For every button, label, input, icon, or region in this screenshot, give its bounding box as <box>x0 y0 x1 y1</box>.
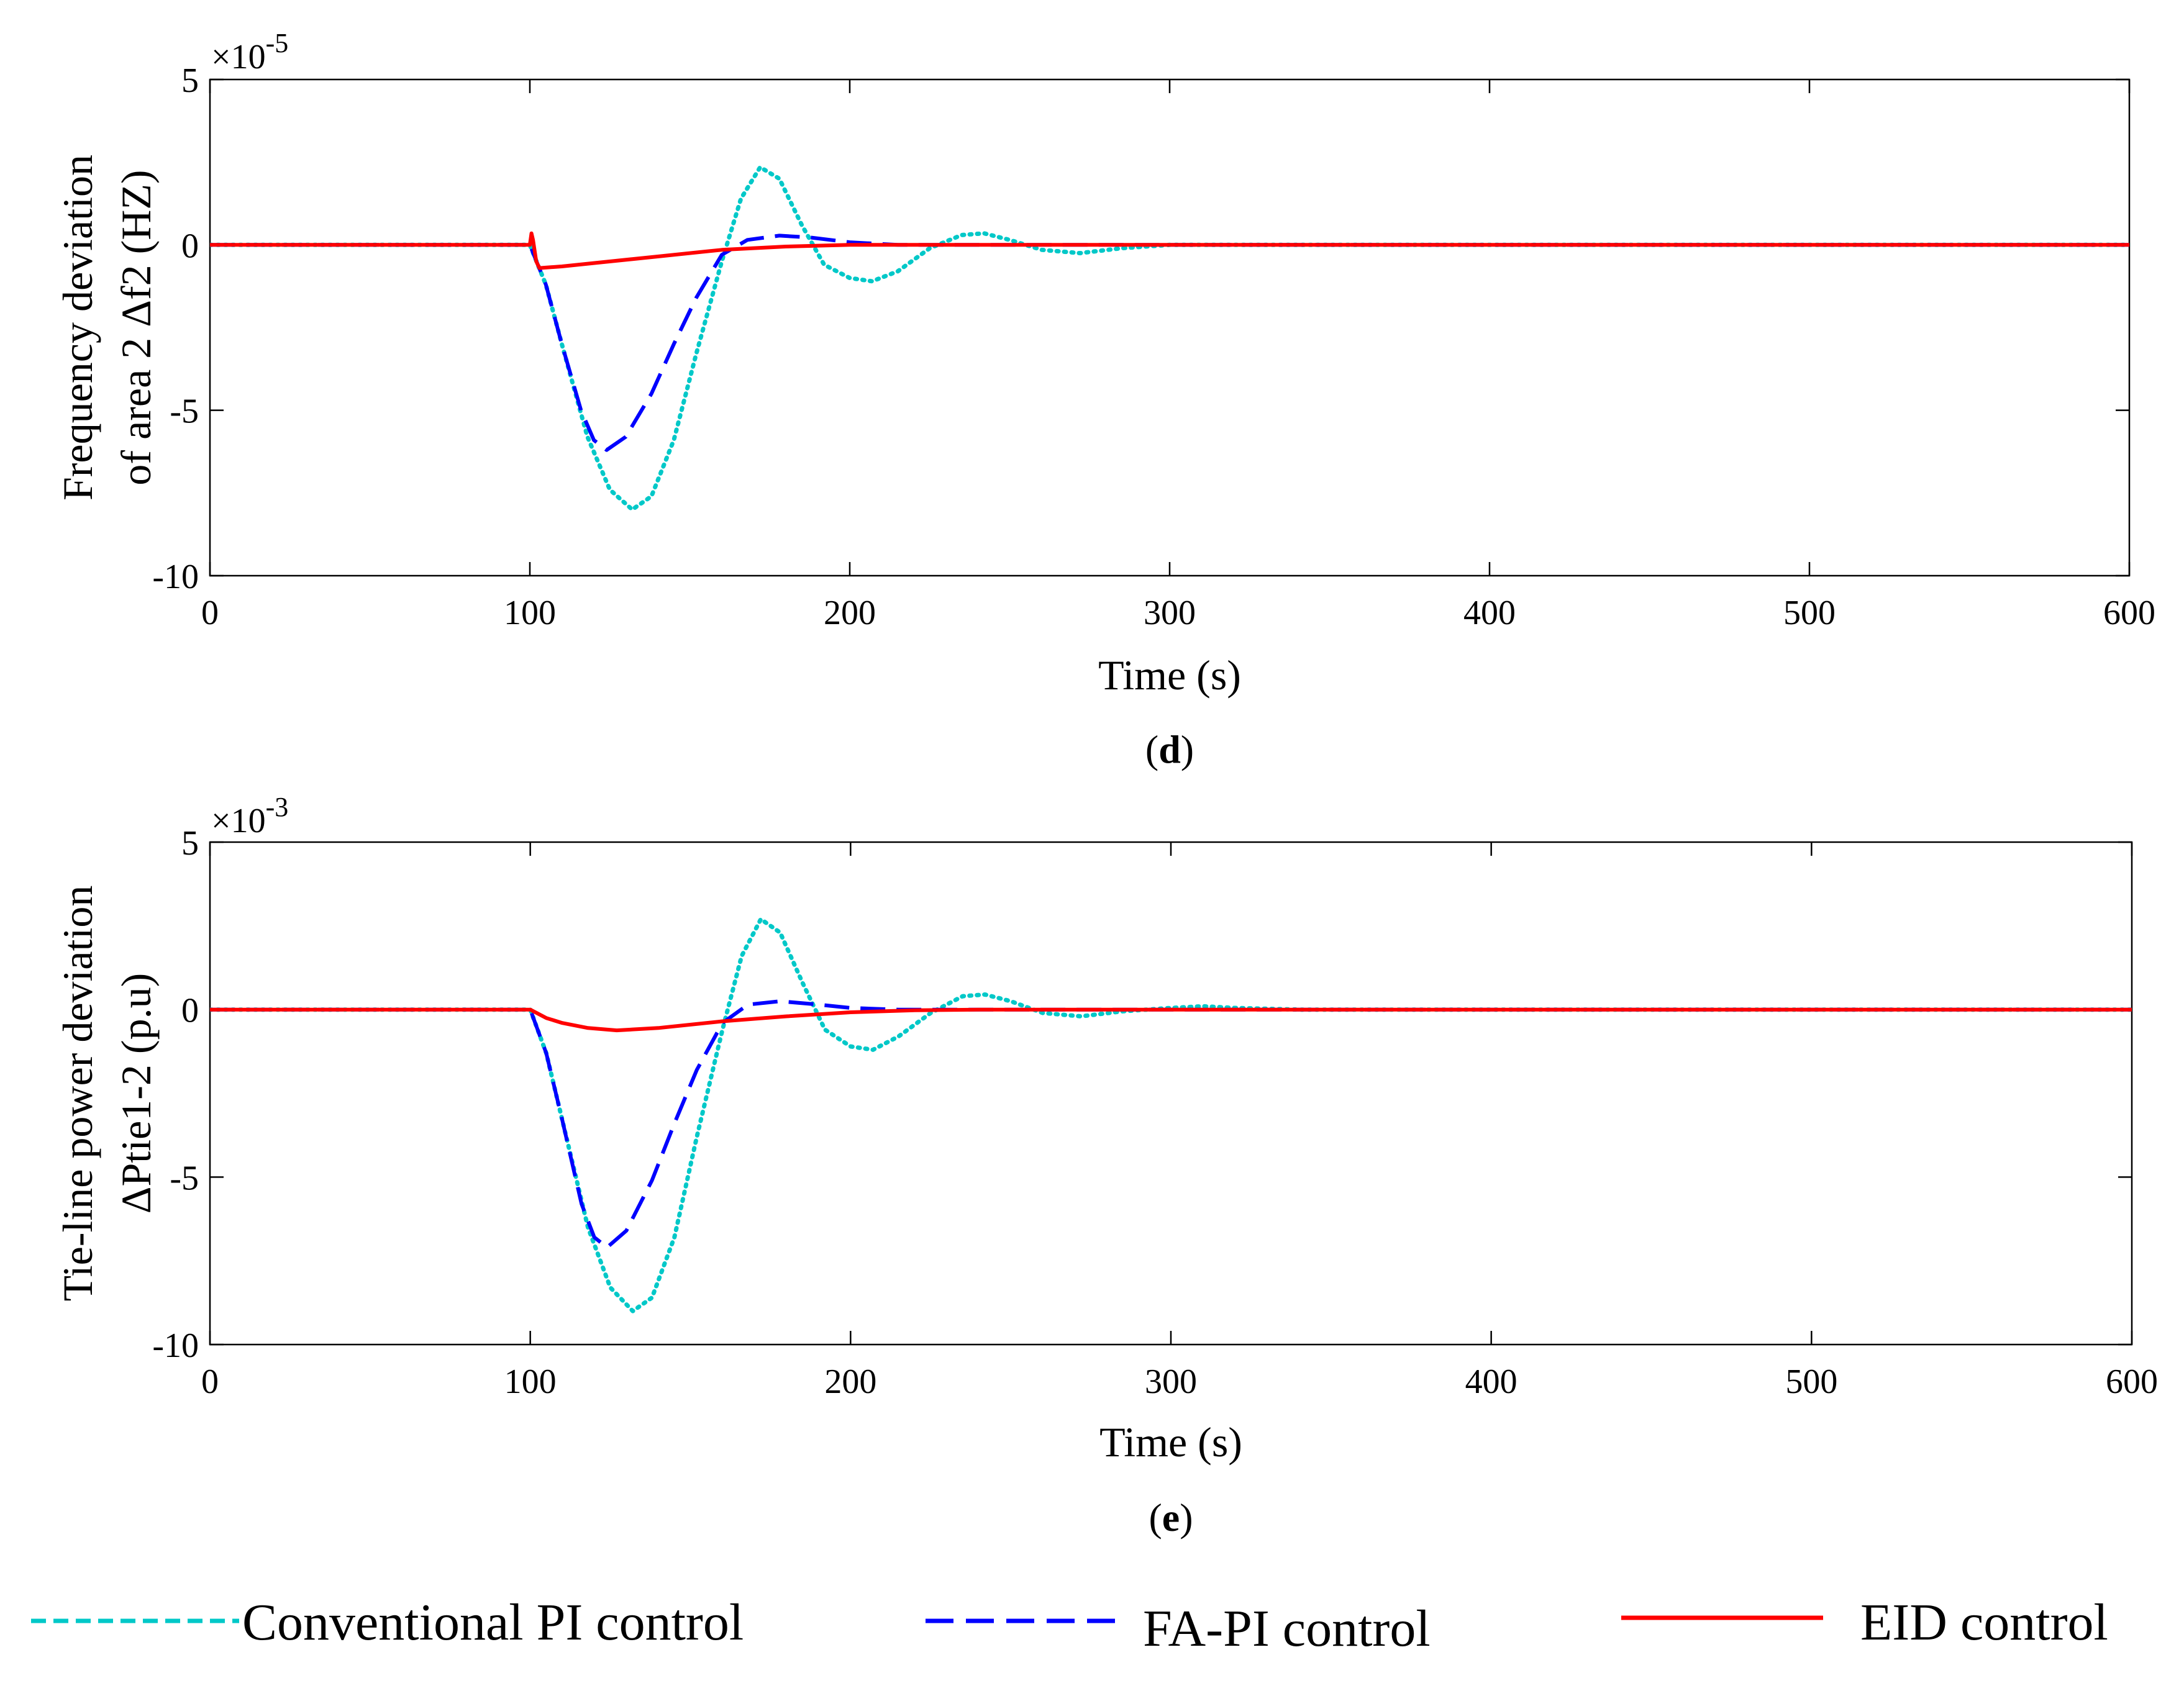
caption-letter: e <box>1162 1495 1180 1540</box>
x-tick-label: 100 <box>504 1363 557 1401</box>
chart-panel-e: 0 100 200 300 400 500 600 5 0 -5 -10 ×10-3 Time (s) T… <box>54 792 2158 1540</box>
y-axis-label-line1: Tie-line power deviation <box>54 886 101 1302</box>
x-tick-label: 500 <box>1785 1363 1837 1401</box>
legend-label-fa-pi: FA-PI control <box>1143 1600 1431 1658</box>
series-line-conventional-pi <box>210 165 2129 512</box>
y-scale-base: ×10 <box>211 38 266 76</box>
x-tick-label: 300 <box>1145 1363 1197 1401</box>
caption-close: ) <box>1180 1495 1193 1540</box>
y-tick-label: 0 <box>181 992 199 1030</box>
y-tick-label: -5 <box>170 1159 199 1197</box>
series-line-conventional-pi <box>210 917 2132 1313</box>
y-scale-exponent: -5 <box>266 28 289 58</box>
x-axis-label: Time (s) <box>1099 1418 1242 1466</box>
caption-open: ( <box>1145 727 1158 771</box>
y-scale-factor: ×10-3 <box>211 792 288 840</box>
x-tick-label: 200 <box>824 1363 876 1401</box>
y-scale-base: ×10 <box>211 802 266 840</box>
series-line-eid <box>210 231 2129 270</box>
x-tick-label: 600 <box>2106 1363 2158 1401</box>
y-axis-label-line2: ΔPtie1-2 (p.u) <box>112 973 160 1213</box>
panel-caption: (d) <box>1145 727 1194 771</box>
y-tick-label: -10 <box>152 1327 199 1365</box>
caption-letter: d <box>1158 727 1181 771</box>
y-tick-label: 0 <box>181 227 199 265</box>
series-line-eid <box>210 1007 2132 1033</box>
y-axis-label-line2: of area 2 Δf2 (HZ) <box>112 170 160 485</box>
y-tick-label: -5 <box>170 392 199 431</box>
y-scale-exponent: -3 <box>266 792 289 822</box>
x-tick-label: 0 <box>201 594 219 632</box>
plot-frame <box>209 841 2133 1346</box>
series-line-fa-pi <box>210 234 2129 452</box>
x-tick-label: 400 <box>1463 594 1516 632</box>
legend: Conventional PI control FA-PI control EI… <box>31 1594 2108 1658</box>
y-axis-label-line1: Frequency deviation <box>54 155 101 501</box>
x-tick-label: 100 <box>504 594 556 632</box>
x-tick-label: 0 <box>201 1363 219 1401</box>
plot-frame <box>209 78 2131 577</box>
y-scale-factor: ×10-5 <box>211 28 288 76</box>
x-tick-label: 300 <box>1144 594 1196 632</box>
series-line-fa-pi <box>210 999 2132 1250</box>
y-tick-label: -10 <box>152 558 199 596</box>
x-tick-label: 600 <box>2103 594 2155 632</box>
y-tick-label: 5 <box>181 824 199 863</box>
legend-label-conventional-pi: Conventional PI control <box>242 1594 744 1651</box>
legend-label-eid: EID control <box>1860 1594 2108 1651</box>
caption-close: ) <box>1181 727 1194 771</box>
x-tick-label: 500 <box>1783 594 1836 632</box>
caption-open: ( <box>1149 1495 1162 1540</box>
x-tick-label: 400 <box>1465 1363 1517 1401</box>
x-axis-label: Time (s) <box>1098 651 1241 699</box>
panel-caption: (e) <box>1149 1495 1193 1540</box>
y-tick-label: 5 <box>181 61 199 100</box>
x-tick-label: 200 <box>824 594 876 632</box>
